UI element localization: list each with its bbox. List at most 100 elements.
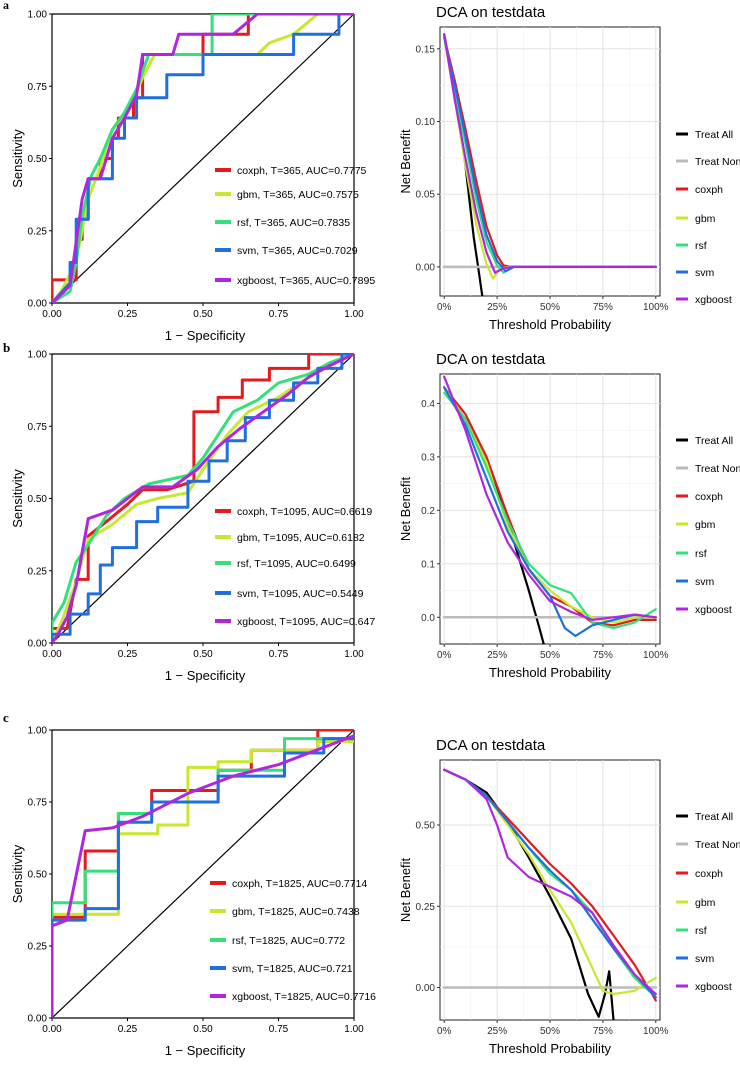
series-line-svm xyxy=(443,768,657,999)
y-tick-label: 1.00 xyxy=(28,726,48,737)
series-line-xgboost xyxy=(52,14,354,303)
series-line-xgboost xyxy=(443,768,657,996)
chart-c-dca: 0% 25% 50% 75% 100% 0.00 0.25 0.50 DCA on testda… xyxy=(398,737,740,1056)
y-tick-label: 0.75 xyxy=(28,82,48,93)
legend-label-xgboost: xgboost xyxy=(695,981,732,993)
x-tick-label: 0.00 xyxy=(42,1024,62,1035)
y-tick-label: 0.00 xyxy=(416,983,436,994)
legend-label-coxph: coxph xyxy=(695,184,723,196)
legend-label-rsf: rsf, T=1825, AUC=0.772 xyxy=(232,935,345,947)
y-tick-label: 0.75 xyxy=(28,422,48,433)
x-tick-label: 100% xyxy=(643,1026,669,1037)
y-tick-label: 0.00 xyxy=(28,639,48,650)
x-tick-label: 0% xyxy=(437,302,452,313)
y-tick-label: 0.1 xyxy=(421,559,435,570)
x-tick-label: 75% xyxy=(593,650,613,661)
x-tick-label: 1.00 xyxy=(344,649,364,660)
series-group xyxy=(442,33,658,296)
x-axis-title: Threshold Probability xyxy=(489,317,612,332)
y-tick-label: 0.15 xyxy=(416,44,436,55)
y-tick-label: 0.50 xyxy=(28,494,48,505)
x-axis-title: 1 − Specificity xyxy=(165,668,246,683)
reference-diagonal xyxy=(51,729,355,1019)
y-tick-label: 0.50 xyxy=(28,154,48,165)
panel-letter-a: a xyxy=(3,0,9,12)
series-group xyxy=(52,14,354,303)
x-tick-label: 0.25 xyxy=(118,649,138,660)
y-axis-title: Sensitivity xyxy=(10,844,25,903)
chart-title: DCA on testdata xyxy=(436,351,546,368)
panel-letter-c: c xyxy=(3,710,9,725)
legend-label-svm: svm xyxy=(695,267,715,279)
x-tick-label: 25% xyxy=(487,1026,507,1037)
series-line-gbm xyxy=(443,386,657,624)
x-tick-label: 1.00 xyxy=(344,1024,364,1035)
chart-a-dca: 0% 25% 50% 75% 100% 0.00 0.05 0.10 0.15 DCA on te… xyxy=(398,4,740,332)
x-tick-label: 0.50 xyxy=(193,309,213,320)
legend-label-coxph: coxph, T=365, AUC=0.7775 xyxy=(237,165,367,177)
x-tick-label: 75% xyxy=(593,302,613,313)
series-line-svm xyxy=(443,36,657,273)
series-line-xgboost xyxy=(52,354,354,643)
x-tick-label: 100% xyxy=(643,302,669,313)
legend-label-gbm: gbm, T=1095, AUC=0.6182 xyxy=(237,532,365,544)
series-group xyxy=(52,730,354,1018)
x-tick-label: 50% xyxy=(540,1026,560,1037)
x-tick-label: 50% xyxy=(540,302,560,313)
x-tick-label: 0.25 xyxy=(118,309,138,320)
y-tick-label: 0.50 xyxy=(416,821,436,832)
y-axis-title: Sensitivity xyxy=(10,129,25,188)
y-tick-label: 0.25 xyxy=(28,226,48,237)
x-tick-label: 0% xyxy=(437,1026,452,1037)
legend-label-treat-all: Treat All xyxy=(695,129,733,141)
reference-diagonal xyxy=(51,13,355,304)
legend-label-coxph: coxph, T=1825, AUC=0.7714 xyxy=(232,878,367,890)
series-line-rsf xyxy=(443,391,657,630)
series-line-xgboost xyxy=(52,734,354,1018)
y-axis-title: Net Benefit xyxy=(398,857,413,922)
x-axis-title: Threshold Probability xyxy=(489,1041,612,1056)
legend-label-treat-all: Treat All xyxy=(695,811,733,823)
series-line-xgboost xyxy=(443,375,657,621)
legend-label-gbm: gbm xyxy=(695,897,716,909)
legend-label-gbm: gbm, T=365, AUC=0.7575 xyxy=(237,189,359,201)
x-tick-label: 0.50 xyxy=(193,649,213,660)
x-tick-label: 0.75 xyxy=(269,1024,289,1035)
y-axis-title: Net Benefit xyxy=(398,129,413,194)
x-axis-title: 1 − Specificity xyxy=(165,1043,246,1058)
y-tick-label: 0.25 xyxy=(28,942,48,953)
x-tick-label: 0.75 xyxy=(269,649,289,660)
y-axis-title: Net Benefit xyxy=(398,476,413,541)
x-tick-label: 0.75 xyxy=(269,309,289,320)
legend-label-xgboost: xgboost, T=365, AUC=0.7895 xyxy=(237,275,375,287)
x-tick-label: 0.25 xyxy=(118,1024,138,1035)
y-tick-label: 0.0 xyxy=(421,613,435,624)
legend-label-xgboost: xgboost, T=1825, AUC=0.7716 xyxy=(232,991,376,1003)
y-tick-label: 0.3 xyxy=(421,452,435,463)
series-line-xgboost xyxy=(443,33,657,274)
x-axis-title: Threshold Probability xyxy=(489,665,612,680)
legend-label-xgboost: xgboost xyxy=(695,604,732,616)
chart-a-roc: 0.00 0.25 0.50 0.75 1.00 0.00 0.25 0.50 0.75 1.00… xyxy=(10,10,375,344)
x-tick-label: 100% xyxy=(643,650,669,661)
chart-title: DCA on testdata xyxy=(436,4,546,21)
series-line-svm xyxy=(443,386,657,638)
x-tick-label: 0.50 xyxy=(193,1024,213,1035)
legend-label-rsf: rsf, T=1095, AUC=0.6499 xyxy=(237,558,356,570)
y-tick-label: 0.4 xyxy=(421,399,435,410)
panel-letter-b: b xyxy=(3,340,10,355)
legend-label-xgboost: xgboost xyxy=(695,294,732,306)
series-group xyxy=(442,375,658,644)
x-tick-label: 25% xyxy=(487,650,507,661)
y-tick-label: 0.00 xyxy=(28,299,48,310)
x-tick-label: 0.00 xyxy=(42,649,62,660)
legend-label-rsf: rsf xyxy=(695,548,707,560)
y-axis-title: Sensitivity xyxy=(10,469,25,528)
chart-b-roc: 0.00 0.25 0.50 0.75 1.00 0.00 0.25 0.50 0.75 1.00… xyxy=(10,350,375,684)
series-line-svm xyxy=(52,354,354,643)
legend-label-coxph: coxph xyxy=(695,491,723,503)
legend-label-treat-none: Treat None xyxy=(695,463,740,475)
y-tick-label: 1.00 xyxy=(28,10,48,21)
chart-c-roc: 0.00 0.25 0.50 0.75 1.00 0.00 0.25 0.50 0.75 1.00… xyxy=(10,726,376,1059)
series-line-treat-all xyxy=(443,768,615,1020)
